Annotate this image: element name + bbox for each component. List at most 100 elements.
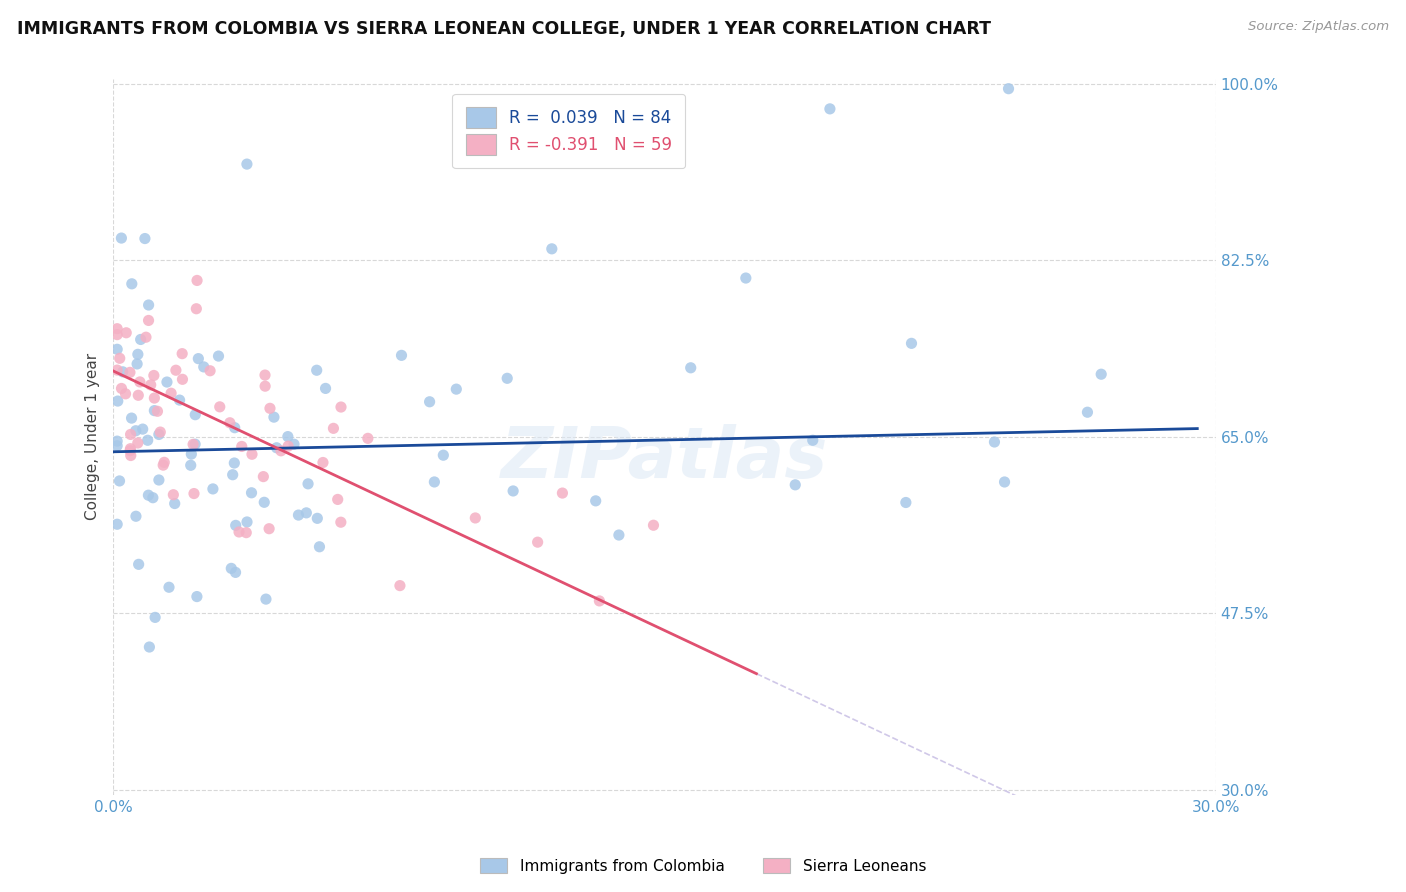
Point: [183, 486, 205, 500]
Point: [134, 231, 156, 245]
Point: [138, 298, 160, 312]
Point: [125, 509, 148, 524]
Point: [186, 273, 208, 287]
Point: [105, 363, 128, 377]
Point: [180, 447, 202, 461]
Point: [105, 322, 128, 336]
Point: [165, 363, 187, 377]
Point: [186, 301, 208, 316]
Point: [218, 416, 240, 430]
Point: [105, 343, 128, 357]
Point: [419, 394, 441, 409]
Point: [193, 359, 215, 374]
Point: [114, 386, 136, 401]
Point: [111, 365, 134, 379]
Point: [263, 410, 285, 425]
Point: [108, 474, 131, 488]
Point: [105, 327, 128, 342]
Point: [357, 431, 380, 445]
Point: [143, 403, 166, 417]
Point: [894, 495, 917, 509]
Point: [221, 561, 243, 575]
Point: [1076, 405, 1098, 419]
Point: [139, 378, 162, 392]
Point: [225, 518, 247, 533]
Point: [259, 401, 281, 416]
Point: [149, 425, 172, 439]
Point: [801, 434, 824, 448]
Point: [198, 364, 221, 378]
Point: [120, 442, 142, 456]
Point: [585, 493, 607, 508]
Point: [138, 640, 160, 654]
Point: [287, 508, 309, 522]
Point: [270, 443, 292, 458]
Point: [135, 330, 157, 344]
Point: [502, 483, 524, 498]
Point: [110, 381, 132, 395]
Point: [181, 437, 204, 451]
Point: [236, 157, 259, 171]
Point: [127, 388, 149, 402]
Point: [160, 386, 183, 401]
Point: [143, 391, 166, 405]
Point: [326, 492, 349, 507]
Point: [169, 393, 191, 408]
Point: [315, 381, 337, 395]
Point: [115, 326, 138, 340]
Point: [588, 594, 610, 608]
Point: [118, 365, 141, 379]
Point: [446, 382, 468, 396]
Point: [136, 434, 159, 448]
Point: [423, 475, 446, 489]
Point: [105, 434, 128, 449]
Point: [138, 488, 160, 502]
Point: [308, 540, 330, 554]
Point: [295, 506, 318, 520]
Point: [277, 439, 299, 453]
Point: [148, 473, 170, 487]
Point: [142, 491, 165, 505]
Point: [184, 408, 207, 422]
Point: [157, 580, 180, 594]
Point: [186, 590, 208, 604]
Point: [208, 400, 231, 414]
Legend: R =  0.039   N = 84, R = -0.391   N = 59: R = 0.039 N = 84, R = -0.391 N = 59: [453, 94, 686, 168]
Point: [252, 469, 274, 483]
Point: [312, 455, 335, 469]
Point: [297, 476, 319, 491]
Point: [224, 420, 246, 434]
Point: [277, 429, 299, 443]
Point: [257, 522, 280, 536]
Point: [997, 81, 1019, 95]
Point: [121, 411, 143, 425]
Point: [156, 375, 179, 389]
Point: [993, 475, 1015, 489]
Point: [983, 435, 1005, 450]
Point: [108, 351, 131, 366]
Point: [254, 379, 277, 393]
Point: [283, 437, 305, 451]
Point: [221, 467, 243, 482]
Point: [180, 458, 202, 473]
Point: [142, 368, 165, 383]
Point: [146, 404, 169, 418]
Point: [236, 515, 259, 529]
Point: [231, 439, 253, 453]
Point: [129, 333, 152, 347]
Point: [496, 371, 519, 385]
Point: [207, 349, 229, 363]
Point: [120, 449, 142, 463]
Point: [305, 363, 328, 377]
Point: [432, 448, 454, 462]
Point: [1090, 368, 1112, 382]
Point: [785, 478, 807, 492]
Legend: Immigrants from Colombia, Sierra Leoneans: Immigrants from Colombia, Sierra Leonean…: [474, 852, 932, 880]
Point: [526, 535, 548, 549]
Point: [307, 511, 329, 525]
Point: [148, 427, 170, 442]
Point: [172, 346, 194, 360]
Point: [551, 486, 574, 500]
Text: ZIPatlas: ZIPatlas: [501, 424, 828, 492]
Point: [105, 517, 128, 532]
